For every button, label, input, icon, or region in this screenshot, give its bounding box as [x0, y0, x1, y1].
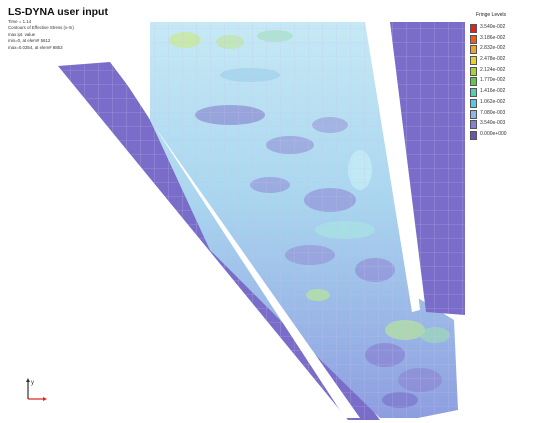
legend-label: 0.000e+000 — [480, 130, 507, 137]
info-line-max: max=0.0354, at elem# 8853 — [8, 44, 63, 50]
legend-row: 1.062e-002 — [470, 97, 536, 108]
legend-label: 3.540e-003 — [480, 120, 506, 127]
legend-row: 3.540e-002 — [470, 22, 536, 33]
legend-label: 1.062e-002 — [480, 98, 506, 105]
legend-title: Fringe Levels — [476, 12, 507, 18]
right-vertical-strip — [390, 22, 465, 315]
plot-title: LS-DYNA user input — [8, 6, 108, 18]
info-line-time: Time = 1.14 — [8, 19, 32, 24]
legend-label: 1.770e-002 — [480, 77, 506, 84]
legend-row: 7.080e-003 — [470, 108, 536, 119]
legend-row: 3.540e-003 — [470, 118, 536, 130]
diagonal-gap — [113, 22, 420, 418]
legend-label: 2.832e-002 — [480, 45, 506, 52]
legend-row: 2.832e-002 — [470, 43, 536, 55]
legend-label: 7.080e-003 — [480, 109, 506, 116]
info-line-min: min=0, at elem# 5612 — [8, 38, 51, 44]
info-header: LS-DYNA user input Time = 1.14 Contours … — [8, 6, 108, 51]
legend-row: 2.124e-002 — [470, 65, 536, 76]
legend-row: 2.478e-002 — [470, 54, 536, 66]
coordinate-triad-icon: y — [26, 378, 47, 401]
fringe-legend: Fringe Levels 3.540e-002 3.186e-002 2.832e… — [470, 12, 536, 140]
legend-swatch — [470, 109, 477, 119]
legend-swatch — [470, 98, 477, 108]
legend-swatch — [470, 130, 477, 140]
info-line-contours: Contours of Effective Stress (v-m) — [8, 25, 74, 31]
legend-swatch — [470, 77, 477, 87]
legend-row: 1.416e-002 — [470, 86, 536, 98]
legend-swatch — [470, 88, 477, 98]
legend-row: 3.186e-002 — [470, 33, 536, 44]
legend-swatch — [470, 34, 477, 44]
legend-label: 3.540e-002 — [480, 24, 506, 30]
legend-label: 3.186e-002 — [480, 34, 506, 41]
legend-label: 2.478e-002 — [480, 56, 506, 63]
legend-swatch — [470, 45, 477, 55]
legend-swatch — [470, 56, 477, 66]
legend-label: 1.416e-002 — [480, 88, 506, 95]
triad-axis-label: y — [31, 380, 34, 386]
legend-swatch — [470, 66, 477, 76]
legend-row: 0.000e+000 — [470, 129, 536, 140]
stress-contour-region — [120, 22, 458, 418]
legend-row: 1.770e-002 — [470, 75, 536, 87]
legend-swatch — [470, 24, 477, 33]
legend-rows: 3.540e-002 3.186e-002 2.832e-002 2.478e-002… — [470, 22, 536, 140]
legend-label: 2.124e-002 — [480, 66, 506, 73]
info-line-ipt: max ipt. value — [8, 31, 36, 37]
legend-swatch — [470, 120, 477, 130]
